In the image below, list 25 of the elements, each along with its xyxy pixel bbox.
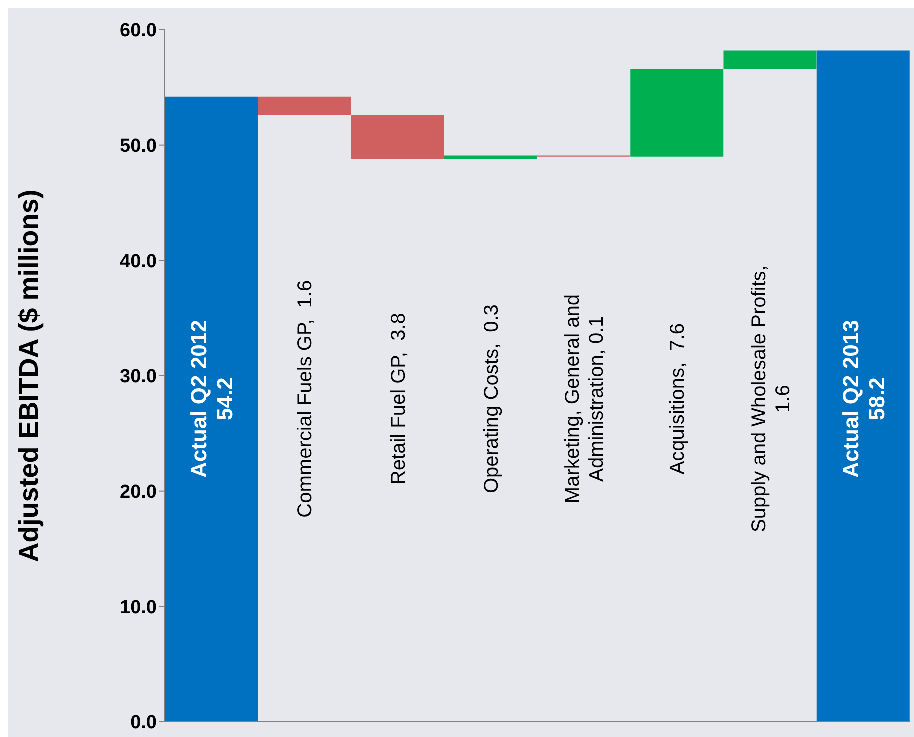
data-label: 58.2: [864, 378, 890, 420]
y-tick-label: 20.0: [120, 482, 157, 504]
bar: [258, 96, 352, 116]
y-tick-label: 40.0: [120, 251, 157, 272]
x-tick-label: Actual Q2 2013: [838, 320, 864, 478]
bar: [351, 115, 444, 160]
x-tick-label: Supply and Wholesale Profits, 1.6: [748, 266, 794, 532]
x-tick-label: Commercial Fuels GP, 1.6: [294, 280, 317, 518]
x-tick-label: Marketing, General and Administration, 0.1: [562, 294, 608, 504]
y-tick-label: 10.0: [120, 597, 157, 618]
bar: [165, 96, 258, 722]
x-tick-label: Retail Fuel GP, 3.8: [388, 313, 410, 486]
x-tick-label: Actual Q2 2012: [186, 320, 212, 478]
bar: [444, 156, 538, 160]
y-tick-label: 30.0: [120, 366, 157, 388]
bar: [630, 69, 724, 157]
y-axis-title: Adjusted EBITDA ($ millions): [14, 190, 44, 562]
bar: [816, 50, 910, 722]
data-label: 54.2: [212, 378, 238, 420]
x-tick-label: Acquisitions, 7.6: [667, 323, 690, 475]
bar: [724, 50, 817, 70]
x-tick-label: Operating Costs, 0.3: [480, 304, 503, 494]
y-tick-label: 0.0: [130, 712, 157, 734]
y-tick-label: 50.0: [120, 136, 157, 158]
y-tick-label: 60.0: [120, 20, 157, 42]
